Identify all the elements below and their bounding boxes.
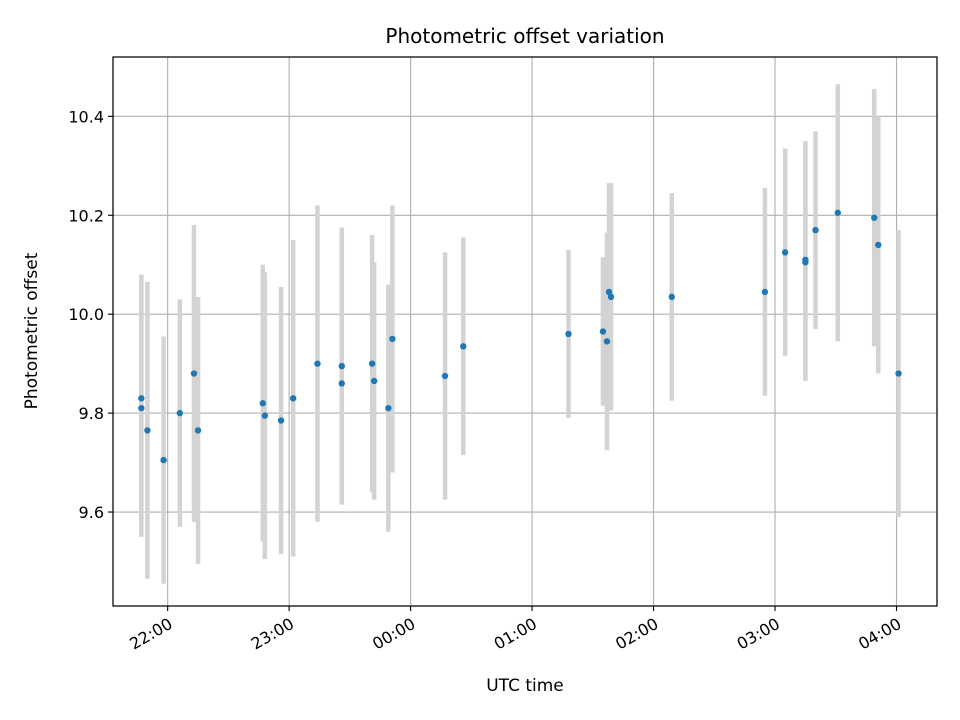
data-point — [259, 400, 267, 407]
chart-title: Photometric offset variation — [385, 24, 664, 48]
data-point — [607, 293, 615, 301]
grid — [113, 57, 937, 606]
data-point — [441, 372, 449, 380]
data-point — [460, 343, 467, 350]
data-points — [138, 209, 902, 464]
y-tick-label: 10.4 — [68, 107, 104, 126]
data-point — [368, 360, 376, 367]
data-point — [781, 249, 789, 256]
data-point — [138, 404, 145, 412]
data-point — [875, 241, 882, 249]
y-tick-label: 9.8 — [79, 404, 104, 423]
data-point — [277, 417, 285, 424]
y-axis-title: Photometric offset — [22, 252, 42, 409]
data-point — [138, 395, 145, 402]
data-point — [144, 427, 151, 434]
y-tick-label: 10.2 — [68, 206, 104, 225]
y-tick-label: 10.0 — [68, 305, 104, 324]
data-point — [603, 338, 611, 345]
data-point — [871, 214, 878, 221]
data-point — [599, 328, 607, 335]
data-point — [812, 226, 819, 234]
data-point — [194, 427, 202, 434]
data-point — [668, 293, 675, 301]
data-point — [314, 360, 321, 367]
data-point — [261, 412, 269, 419]
data-point — [761, 288, 769, 296]
data-point — [190, 370, 198, 377]
data-point — [834, 209, 841, 216]
plot-frame — [112, 56, 938, 607]
data-point — [370, 377, 378, 385]
x-axis-title: UTC time — [486, 676, 564, 696]
data-point — [895, 370, 902, 377]
data-point — [160, 456, 167, 464]
data-point — [338, 362, 345, 370]
data-point — [289, 395, 297, 402]
data-point — [385, 404, 392, 412]
y-tick-label: 9.6 — [79, 503, 104, 522]
data-point — [565, 330, 572, 338]
data-point — [802, 256, 809, 263]
data-point — [176, 409, 184, 417]
data-point — [338, 380, 345, 387]
data-point — [389, 335, 396, 343]
data-point — [605, 288, 613, 296]
